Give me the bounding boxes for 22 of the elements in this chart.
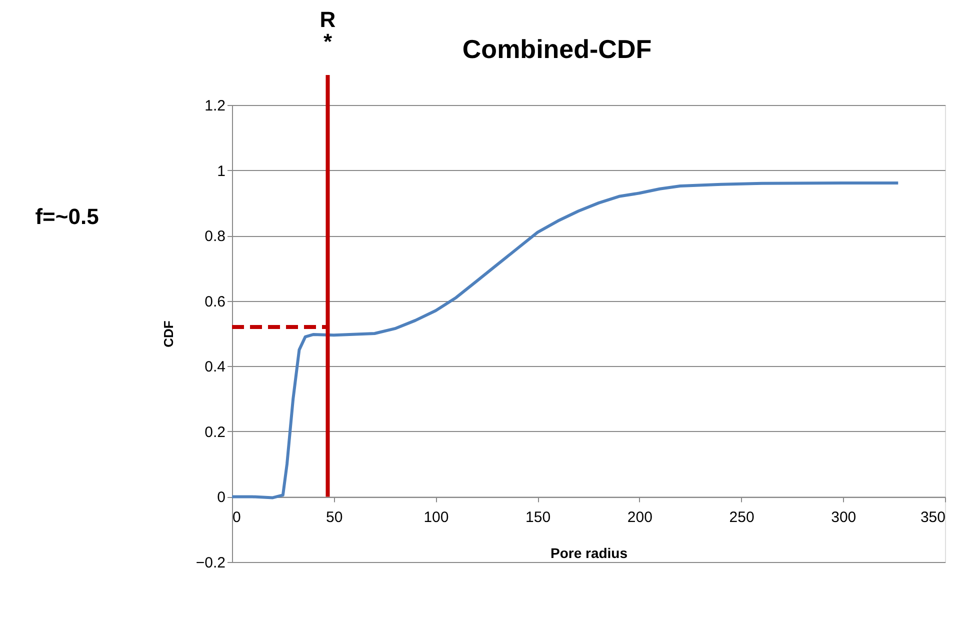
chart-title: Combined-CDF	[462, 34, 652, 64]
x-tick-label: 100	[424, 509, 449, 526]
x-tick-label: 50	[326, 509, 343, 526]
y-tick-label: 1.2	[204, 98, 226, 114]
x-axis-title: Pore radius	[550, 545, 628, 562]
y-tick-label: 0.2	[204, 424, 226, 441]
y-axis-title: CDF	[160, 320, 176, 348]
x-tick-label: 300	[831, 509, 856, 526]
x-tick-label: 0	[232, 509, 241, 526]
text: f=~0.5	[35, 204, 99, 229]
x-tick-label: 350	[920, 509, 946, 526]
x-tick-label: 150	[526, 509, 551, 526]
y-tick-label: 0.6	[204, 293, 226, 310]
x-tick-label: 250	[729, 509, 754, 526]
y-tick-label: 0.8	[204, 228, 226, 246]
line-series	[230, 182, 900, 500]
y-tick-label: 0.4	[204, 358, 226, 376]
text: R *	[320, 7, 336, 54]
x-tick-label: 200	[627, 509, 652, 526]
y-tick-label: 1	[217, 162, 226, 180]
y-tick-label: 0	[217, 489, 226, 506]
y-tick-label: −0.2	[196, 554, 226, 572]
